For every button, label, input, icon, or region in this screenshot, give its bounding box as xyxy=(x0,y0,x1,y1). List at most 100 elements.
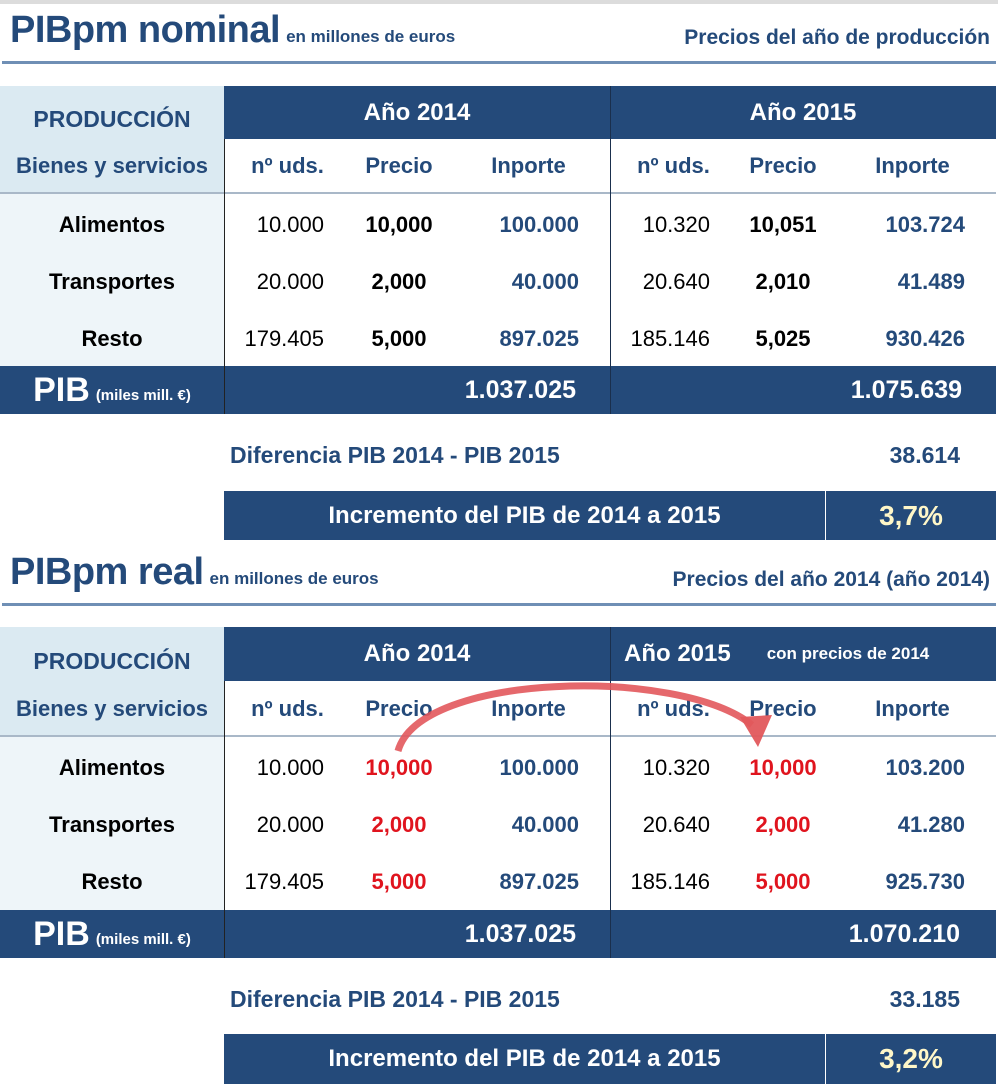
nominal-increment-label: Incremento del PIB de 2014 a 2015 xyxy=(224,491,825,540)
pib-label-cell: PIB (miles mill. €) xyxy=(0,366,224,414)
col-price-2015: Precio xyxy=(737,681,829,736)
amount-2014: 100.000 xyxy=(499,211,579,237)
price-2014: 10,000 xyxy=(365,754,433,780)
amount-2014: 897.025 xyxy=(499,868,579,894)
units-2015: 10.320 xyxy=(642,754,710,780)
col-units-2015: nº uds. xyxy=(610,139,737,193)
amount-2014: 100.000 xyxy=(499,754,579,780)
row-label: Resto xyxy=(0,853,224,910)
nominal-title-row: PIBpm nominal en millones de euros Precio… xyxy=(0,0,998,60)
amount-2014: 897.025 xyxy=(499,325,579,351)
real-table: PRODUCCIÓN Bienes y servicios Año 2014 A… xyxy=(0,627,996,958)
price-2015: 2,010 xyxy=(755,268,811,294)
col-units-2014: nº uds. xyxy=(224,681,351,736)
pib-2014: 1.037.025 xyxy=(224,366,610,414)
nominal-increment-value: 3,7% xyxy=(826,491,996,540)
amount-2015: 41.280 xyxy=(897,811,965,837)
real-subtitle: en millones de euros xyxy=(209,569,379,588)
real-increment-label: Incremento del PIB de 2014 a 2015 xyxy=(224,1034,825,1084)
pib-label-cell: PIB (miles mill. €) xyxy=(0,910,224,958)
year-2015-header-cell: Año 2015 con precios de 2014 xyxy=(610,627,996,681)
price-2014: 2,000 xyxy=(371,268,427,294)
nominal-title-text: PIBpm nominal xyxy=(10,9,281,51)
col-separator xyxy=(224,139,225,414)
header-divider xyxy=(0,735,996,737)
curved-arrow-icon xyxy=(394,682,772,753)
real-title-row: PIBpm real en millones de euros Precios d… xyxy=(0,542,998,602)
col-amount-2015: Inporte xyxy=(829,139,996,193)
row-label: Resto xyxy=(0,310,224,367)
goods-services-header: Bienes y servicios xyxy=(0,681,224,736)
units-2014: 20.000 xyxy=(256,811,324,837)
col-separator xyxy=(610,627,611,958)
price-2015: 10,051 xyxy=(749,211,817,237)
amount-2015: 925.730 xyxy=(885,868,965,894)
nominal-price-basis: Precios del año de producción xyxy=(684,26,990,49)
year-2014-header: Año 2014 xyxy=(224,627,610,681)
pib-2015: 1.070.210 xyxy=(610,910,996,958)
units-2015: 20.640 xyxy=(642,811,710,837)
pib-label: PIB xyxy=(33,914,90,953)
col-price-2014: Precio xyxy=(351,139,447,193)
pib-unit: (miles mill. €) xyxy=(95,930,191,948)
amount-2015: 930.426 xyxy=(885,325,965,351)
real-title: PIBpm real en millones de euros xyxy=(10,551,379,594)
pib-2015: 1.075.639 xyxy=(610,366,996,414)
real-title-underline xyxy=(2,603,996,606)
price-2015: 5,000 xyxy=(755,868,811,894)
pib-label: PIB xyxy=(33,370,90,409)
col-price-2015: Precio xyxy=(737,139,829,193)
units-2014: 20.000 xyxy=(256,268,324,294)
price-2014: 2,000 xyxy=(371,811,427,837)
units-2015: 20.640 xyxy=(642,268,710,294)
price-2015: 2,000 xyxy=(755,811,811,837)
price-2014: 5,000 xyxy=(371,868,427,894)
nominal-title: PIBpm nominal en millones de euros xyxy=(10,9,455,52)
row-label: Transportes xyxy=(0,253,224,310)
pib-unit: (miles mill. €) xyxy=(95,386,191,404)
real-difference-value: 33.185 xyxy=(889,986,960,1012)
row-label: Alimentos xyxy=(0,196,224,253)
amount-2015: 41.489 xyxy=(897,268,965,294)
year-2014-header: Año 2014 xyxy=(224,86,610,139)
amount-2014: 40.000 xyxy=(511,268,579,294)
row-label: Transportes xyxy=(0,796,224,853)
production-header: PRODUCCIÓN xyxy=(0,627,224,681)
amount-2015: 103.724 xyxy=(885,211,965,237)
price-2015: 10,000 xyxy=(749,754,817,780)
units-2014: 179.405 xyxy=(244,868,324,894)
nominal-title-underline xyxy=(2,61,996,64)
nominal-subtitle: en millones de euros xyxy=(286,27,456,46)
col-separator xyxy=(224,681,225,958)
production-header: PRODUCCIÓN xyxy=(0,86,224,139)
real-price-basis: Precios del año 2014 (año 2014) xyxy=(672,568,990,591)
col-amount-2014: Inporte xyxy=(447,139,610,193)
units-2015: 185.146 xyxy=(630,868,710,894)
price-2014: 10,000 xyxy=(365,211,433,237)
amount-2015: 103.200 xyxy=(885,754,965,780)
year-2015-note: con precios de 2014 xyxy=(766,644,930,663)
real-title-text: PIBpm real xyxy=(10,551,204,593)
row-label: Alimentos xyxy=(0,739,224,796)
price-2014: 5,000 xyxy=(371,325,427,351)
col-amount-2014: Inporte xyxy=(447,681,610,736)
col-separator xyxy=(610,86,611,414)
amount-2014: 40.000 xyxy=(511,811,579,837)
year-2015-header: Año 2015 xyxy=(624,640,731,667)
header-divider xyxy=(0,192,996,194)
pib-2014: 1.037.025 xyxy=(224,910,610,958)
nominal-table: PRODUCCIÓN Bienes y servicios Año 2014 A… xyxy=(0,86,996,414)
real-increment-value: 3,2% xyxy=(826,1034,996,1084)
units-2014: 10.000 xyxy=(256,211,324,237)
units-2014: 10.000 xyxy=(256,754,324,780)
real-difference-label: Diferencia PIB 2014 - PIB 2015 xyxy=(230,986,560,1012)
nominal-difference-label: Diferencia PIB 2014 - PIB 2015 xyxy=(230,442,560,468)
year-2015-header: Año 2015 xyxy=(610,86,996,139)
col-price-2014: Precio xyxy=(351,681,447,736)
col-amount-2015: Inporte xyxy=(829,681,996,736)
units-2015: 185.146 xyxy=(630,325,710,351)
goods-services-header: Bienes y servicios xyxy=(0,139,224,193)
top-strip xyxy=(0,0,998,4)
units-2015: 10.320 xyxy=(642,211,710,237)
col-units-2014: nº uds. xyxy=(224,139,351,193)
